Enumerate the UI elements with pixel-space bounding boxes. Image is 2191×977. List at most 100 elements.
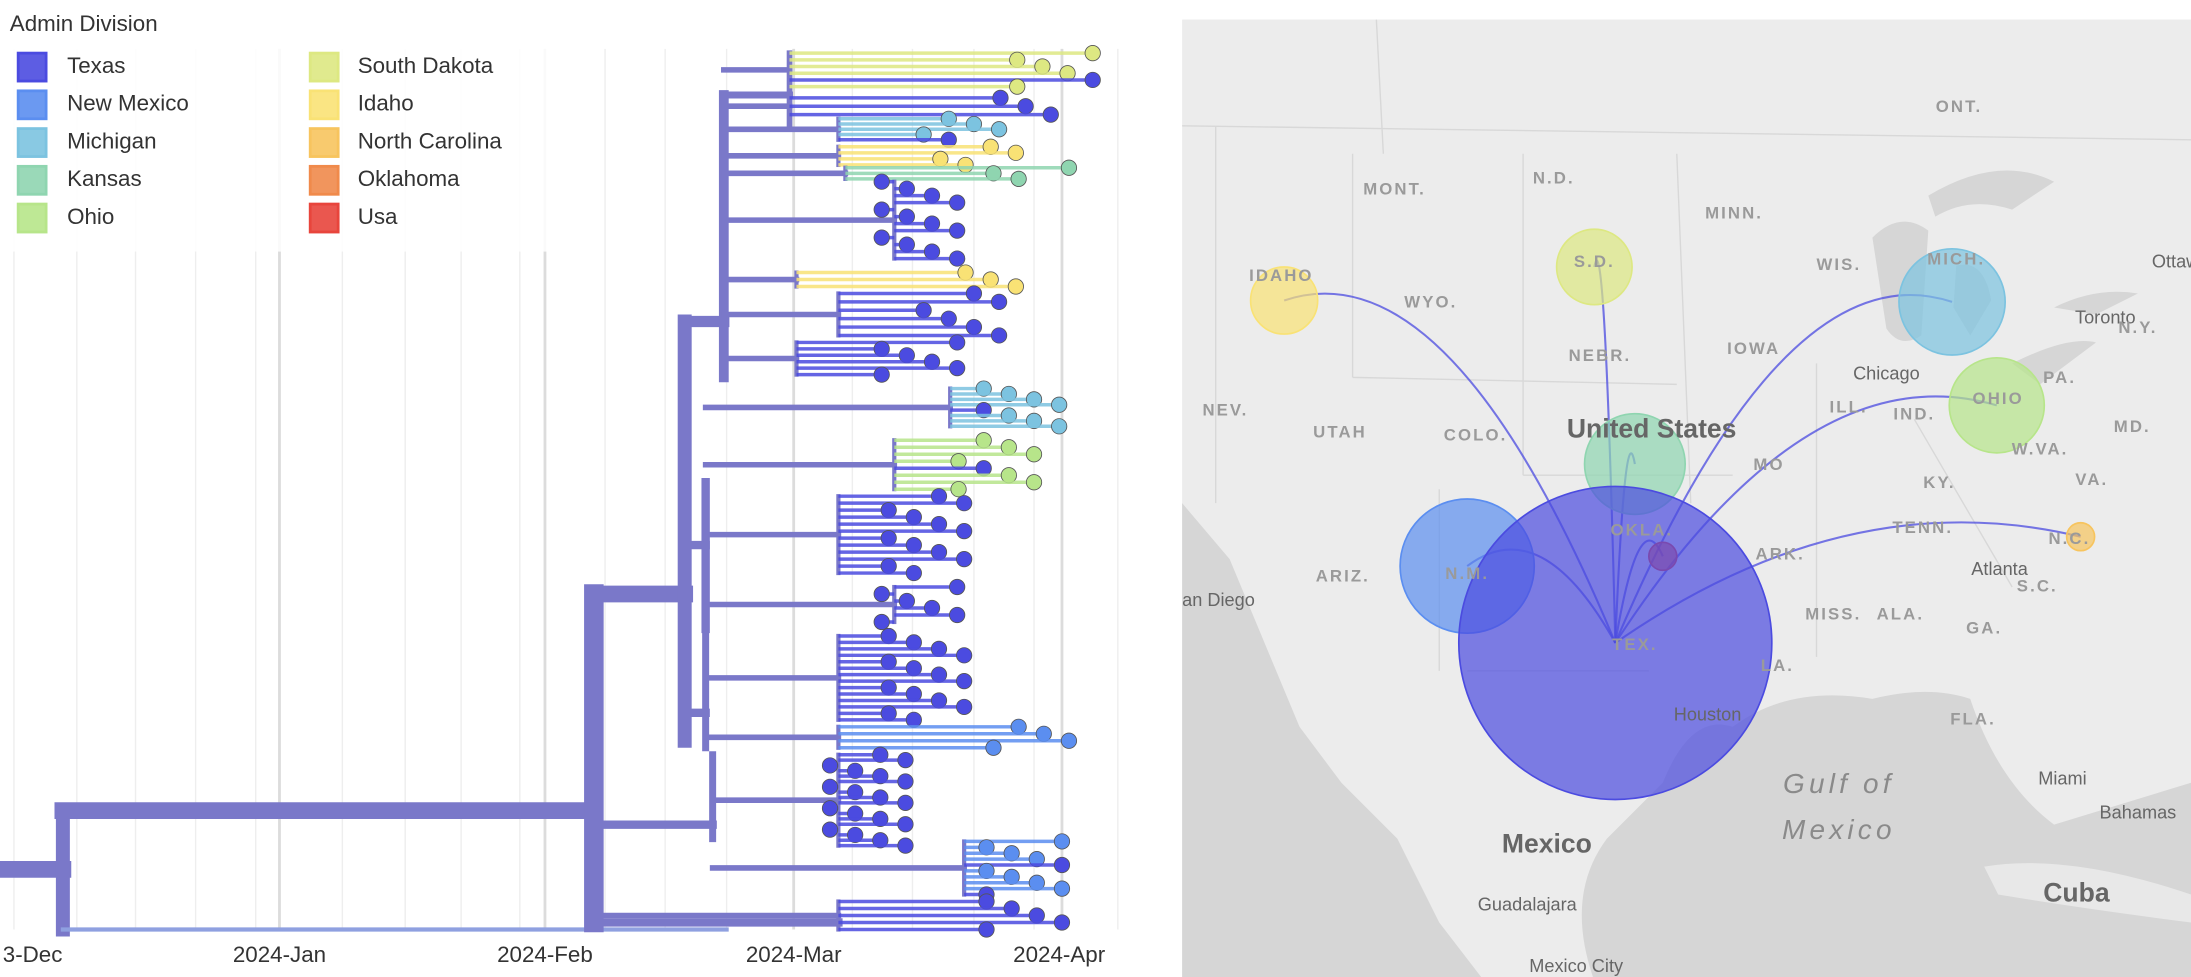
tip xyxy=(1084,45,1101,62)
map-label: Atlanta xyxy=(1971,559,2028,579)
tip xyxy=(956,523,973,540)
tip xyxy=(873,613,890,631)
location-bubble xyxy=(1249,266,1319,335)
tip xyxy=(949,334,966,351)
map-label: OKLA. xyxy=(1611,521,1674,540)
map-label: S.C. xyxy=(2017,576,2058,595)
cuba xyxy=(1984,863,2191,923)
map-label: Chicago xyxy=(1853,363,1920,383)
map: ONT. MONT. N.D. MINN. WIS. MICH. Ottawa IDAHO WY… xyxy=(1182,19,2191,977)
legend-swatch xyxy=(16,127,48,158)
axis-label: 3-Dec xyxy=(3,942,63,967)
time-axis: 3-Dec 2024-Jan 2024-Feb 2024-Mar 2024-Apr xyxy=(3,942,1106,967)
tip xyxy=(956,673,973,690)
tip xyxy=(873,366,890,383)
legend-swatch xyxy=(16,202,48,234)
location-bubble xyxy=(1948,356,2046,454)
map-label: Toronto xyxy=(2075,307,2136,327)
tip xyxy=(1060,159,1078,176)
tip xyxy=(873,173,890,190)
legend-label: Kansas xyxy=(67,166,142,191)
tip xyxy=(1017,98,1034,115)
tip xyxy=(950,481,967,498)
map-label: MINN. xyxy=(1705,203,1763,222)
map-label: OHIO xyxy=(1973,389,2024,408)
map-label: Houston xyxy=(1674,704,1742,724)
tip xyxy=(1084,71,1101,89)
map-label: TEX. xyxy=(1612,635,1658,654)
tip xyxy=(1028,851,1045,868)
tip xyxy=(956,647,973,664)
map-label: UTAH xyxy=(1313,423,1367,442)
tip xyxy=(956,698,973,716)
map-label: N.D. xyxy=(1533,168,1575,187)
legend-swatch xyxy=(16,89,48,121)
map-label: NEV. xyxy=(1202,400,1248,419)
tip xyxy=(949,194,966,211)
tip xyxy=(949,606,966,624)
axis-label: 2024-Jan xyxy=(233,942,326,967)
map-label: IND. xyxy=(1893,405,1935,424)
legend-swatch xyxy=(308,51,340,83)
legend-label: Ohio xyxy=(67,204,114,229)
tip xyxy=(965,285,983,302)
legend-swatch xyxy=(16,164,48,196)
tip xyxy=(978,921,995,938)
map-label: WIS. xyxy=(1817,255,1862,274)
tip xyxy=(897,794,914,811)
tip xyxy=(821,778,839,795)
map-label: WYO. xyxy=(1404,293,1457,312)
tip xyxy=(873,229,890,246)
map-label: an Diego xyxy=(1182,590,1255,610)
tip xyxy=(949,578,966,596)
map-label: FLA. xyxy=(1950,709,1996,728)
map-label: GA. xyxy=(1966,618,2002,637)
axis-label: 2024-Feb xyxy=(497,942,593,967)
axis-label: 2024-Apr xyxy=(1013,942,1106,967)
location-bubble xyxy=(1555,228,1633,306)
tip xyxy=(1007,144,1024,161)
tip xyxy=(1003,845,1020,862)
tip xyxy=(956,550,973,568)
map-label: ARK. xyxy=(1756,544,1805,563)
map-label: Bahamas xyxy=(2100,802,2177,822)
map-label: KY. xyxy=(1923,473,1955,492)
map-label: N.C. xyxy=(2048,529,2090,548)
tip xyxy=(985,739,1002,756)
map-label: MO xyxy=(1753,455,1784,474)
tip xyxy=(978,862,995,880)
tip xyxy=(990,327,1008,344)
map-label: United States xyxy=(1567,414,1737,444)
axis-label: 2024-Mar xyxy=(746,942,842,967)
map-label: ILL. xyxy=(1830,398,1868,417)
map-label: Guadalajara xyxy=(1478,895,1578,915)
tip xyxy=(978,839,995,856)
map-label: Ottawa xyxy=(2152,252,2191,272)
location-bubble xyxy=(1898,247,2006,356)
map-label: MD. xyxy=(2114,417,2151,436)
tip xyxy=(1025,446,1043,463)
map-label: ALA. xyxy=(1877,604,1924,623)
map-label: VA. xyxy=(2075,470,2108,489)
tip xyxy=(1053,833,1071,850)
legend-label: Michigan xyxy=(67,128,156,153)
tip xyxy=(957,156,974,174)
map-label: ARIZ. xyxy=(1316,567,1370,586)
gulf-of-mexico xyxy=(1581,691,2191,977)
phylogenetic-tree xyxy=(0,45,1101,938)
tip xyxy=(940,310,957,327)
legend-background xyxy=(0,0,548,252)
location-bubble xyxy=(1457,485,1773,801)
tip xyxy=(873,585,890,603)
map-label: Gulf of xyxy=(1783,768,1895,799)
map-label: TENN. xyxy=(1892,518,1953,537)
tip xyxy=(1053,880,1071,897)
tip xyxy=(821,800,839,817)
map-label: Cuba xyxy=(2043,878,2110,908)
tip xyxy=(821,821,839,838)
legend-label: Texas xyxy=(67,53,125,78)
map-label: COLO. xyxy=(1444,426,1508,445)
legend-label: Oklahoma xyxy=(358,166,460,191)
map-label: IDAHO xyxy=(1249,266,1314,285)
